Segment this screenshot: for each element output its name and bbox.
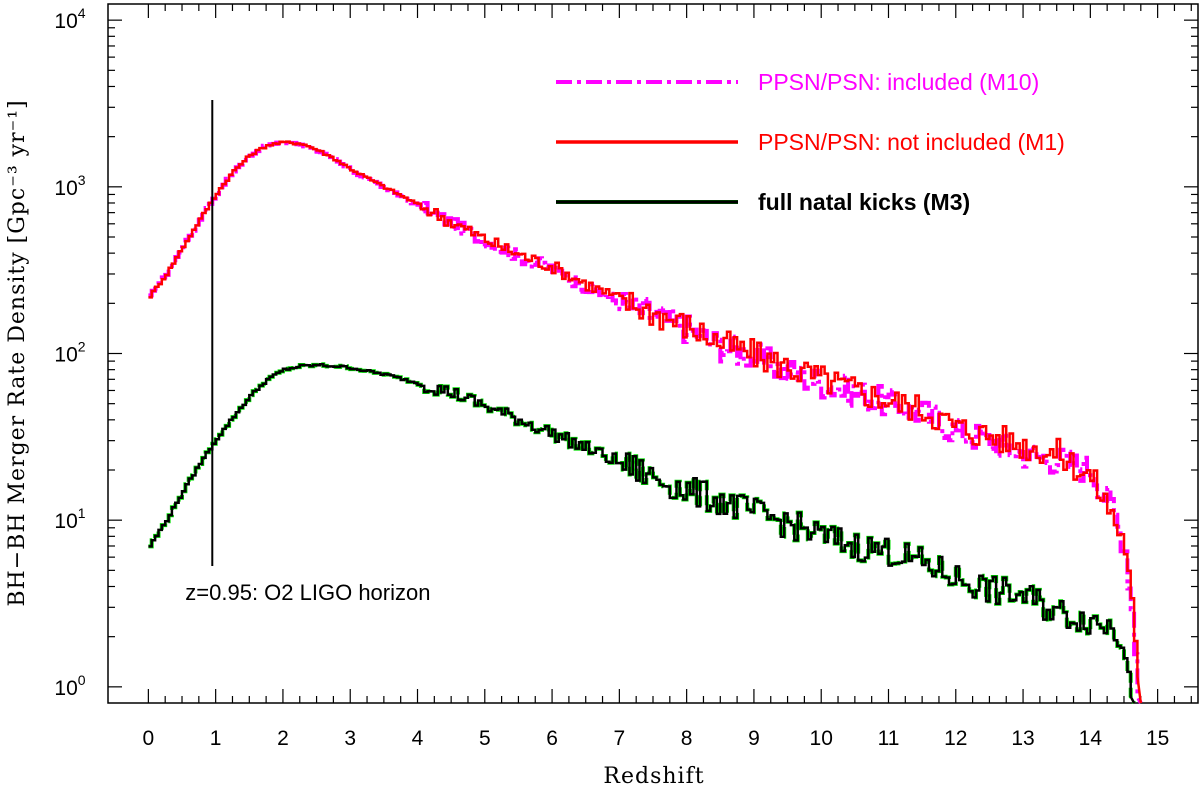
x-axis-ticks: 0 1 2 3 4 5 6 7 8 9 10 11 12 13 14 15 bbox=[143, 4, 1192, 750]
series-line-2 bbox=[148, 363, 1136, 704]
series-line-halo-2 bbox=[148, 362, 1136, 704]
x-tick-label: 8 bbox=[681, 727, 693, 750]
y-tick-label: 104 bbox=[54, 5, 85, 33]
horizon-label: z=0.95: O2 LIGO horizon bbox=[185, 580, 430, 605]
legend-label-0: PPSN/PSN: included (M10) bbox=[758, 69, 1039, 95]
x-tick-label: 15 bbox=[1146, 727, 1169, 750]
x-tick-label: 0 bbox=[143, 727, 155, 750]
x-tick-label: 1 bbox=[210, 727, 222, 750]
series-layer bbox=[148, 140, 1143, 704]
x-axis-title: Redshift bbox=[603, 764, 704, 789]
legend-label-2: full natal kicks (M3) bbox=[758, 189, 970, 215]
y-axis-title: BH−BH Merger Rate Density [Gpc⁻³ yr⁻¹] bbox=[5, 99, 30, 606]
x-tick-label: 3 bbox=[344, 727, 356, 750]
y-tick-label: 103 bbox=[54, 172, 85, 200]
x-tick-label: 14 bbox=[1079, 727, 1103, 750]
annotation-layer: z=0.95: O2 LIGO horizon bbox=[185, 100, 430, 605]
x-tick-label: 4 bbox=[412, 727, 424, 750]
x-tick-label: 5 bbox=[479, 727, 491, 750]
x-tick-label: 9 bbox=[748, 727, 760, 750]
x-tick-label: 11 bbox=[878, 727, 900, 750]
x-tick-label: 7 bbox=[614, 727, 626, 750]
series-line-0 bbox=[148, 140, 1143, 704]
x-tick-label: 10 bbox=[810, 727, 833, 750]
x-tick-label: 6 bbox=[546, 727, 558, 750]
x-tick-label: 12 bbox=[944, 727, 967, 750]
y-axis-ticks: 100 101 102 103 104 bbox=[54, 5, 1198, 700]
y-tick-label: 100 bbox=[54, 672, 85, 700]
x-tick-label: 13 bbox=[1011, 727, 1034, 750]
legend-label-1: PPSN/PSN: not included (M1) bbox=[758, 129, 1065, 155]
legend: PPSN/PSN: included (M10) PPSN/PSN: not in… bbox=[556, 69, 1065, 215]
y-tick-label: 101 bbox=[54, 505, 85, 533]
y-tick-label: 102 bbox=[54, 339, 85, 367]
x-tick-label: 2 bbox=[277, 727, 289, 750]
series-line-1 bbox=[148, 140, 1143, 704]
